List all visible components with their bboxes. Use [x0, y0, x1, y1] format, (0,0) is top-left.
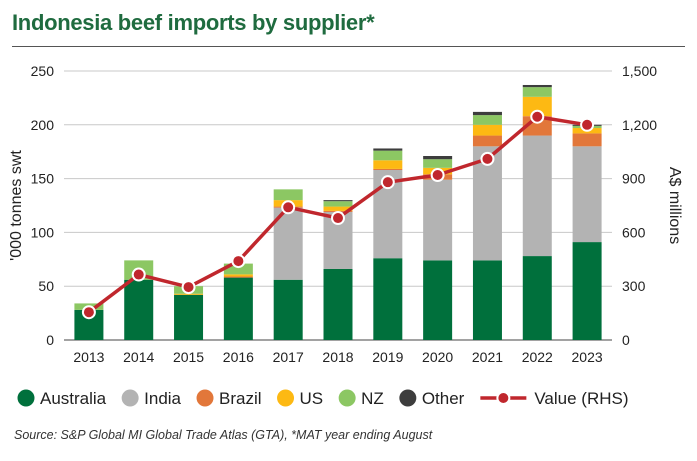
bar-segment-brazil: [572, 133, 602, 147]
y-left-tick-label: 200: [31, 117, 55, 133]
bar-segment-nz: [273, 189, 303, 201]
bar-segment-australia: [174, 294, 204, 340]
x-tick-label: 2019: [372, 349, 403, 365]
legend-swatch-other: [399, 389, 417, 407]
x-tick-label: 2016: [223, 349, 254, 365]
bar-segment-nz: [472, 115, 502, 125]
legend-label-value: Value (RHS): [534, 389, 628, 408]
bar-segment-brazil: [223, 276, 253, 278]
legend-marker-value: [496, 391, 511, 405]
legend-swatch-australia: [17, 389, 35, 407]
bar-segment-nz: [223, 263, 253, 275]
value-point: [580, 117, 595, 132]
value-point: [380, 175, 395, 190]
y-right-tick-label: 900: [622, 171, 646, 187]
y-left-axis-title: '000 tonnes swt: [8, 150, 25, 261]
legend-label-india: India: [144, 389, 181, 408]
bar-segment-other: [423, 156, 453, 160]
bar-segment-other: [472, 111, 502, 116]
x-tick-label: 2015: [173, 349, 204, 365]
bar-segment-india: [522, 135, 552, 257]
bar-segment-nz: [373, 150, 403, 161]
x-tick-label: 2021: [472, 349, 503, 365]
y-right-tick-label: 300: [622, 278, 646, 294]
value-point: [331, 211, 345, 226]
bar-segment-brazil: [373, 168, 403, 170]
y-left-tick-label: 150: [31, 171, 55, 187]
legend-swatch-us: [277, 389, 295, 407]
x-tick-label: 2022: [522, 349, 553, 365]
bar-segment-australia: [124, 279, 154, 340]
value-point: [530, 109, 545, 124]
bar-segment-australia: [273, 279, 303, 340]
value-point: [231, 254, 246, 269]
title-divider: [12, 46, 685, 47]
bar-segment-australia: [572, 242, 602, 340]
bar-segment-nz: [423, 159, 453, 168]
bar-segment-australia: [323, 268, 353, 340]
legend-label-nz: NZ: [361, 389, 384, 408]
value-point: [81, 305, 96, 320]
value-point: [281, 200, 296, 215]
y-right-tick-label: 1,200: [622, 117, 657, 133]
bar-segment-other: [373, 148, 403, 151]
bar-segment-us: [522, 96, 552, 117]
y-left-tick-label: 250: [31, 63, 55, 79]
bar-segment-us: [373, 160, 403, 169]
legend-swatch-india: [121, 389, 139, 407]
chart-title: Indonesia beef imports by supplier*: [12, 10, 375, 35]
bar-segment-us: [472, 124, 502, 136]
bar-segment-us: [323, 206, 353, 211]
x-tick-label: 2017: [273, 349, 304, 365]
bar-segment-india: [572, 146, 602, 243]
y-right-axis-title: A$ millions: [666, 167, 683, 244]
x-tick-label: 2023: [572, 349, 603, 365]
bar-segment-us: [223, 274, 253, 277]
y-right-tick-label: 0: [622, 332, 630, 348]
x-tick-label: 2013: [73, 349, 104, 365]
bar-segment-nz: [323, 201, 353, 207]
x-tick-label: 2018: [322, 349, 353, 365]
value-point: [131, 267, 146, 282]
legend-label-australia: Australia: [40, 389, 107, 408]
bar-segment-australia: [223, 277, 253, 340]
y-right-tick-label: 600: [622, 224, 646, 240]
x-tick-label: 2014: [123, 349, 154, 365]
value-point: [480, 151, 495, 166]
bar-segment-australia: [472, 260, 502, 340]
y-left-tick-label: 50: [38, 278, 54, 294]
legend-swatch-brazil: [196, 389, 214, 407]
bar-segment-us: [174, 293, 204, 295]
bar-segment-brazil: [472, 135, 502, 147]
bar-segment-australia: [522, 256, 552, 340]
legend-label-other: Other: [422, 389, 465, 408]
bar-segment-other: [522, 84, 552, 88]
bar-segment-australia: [423, 260, 453, 340]
bar-segment-other: [323, 200, 353, 202]
y-right-tick-label: 1,500: [622, 63, 657, 79]
y-left-tick-label: 100: [31, 224, 55, 240]
source-note: Source: S&P Global MI Global Trade Atlas…: [14, 428, 433, 442]
bar-segment-australia: [373, 258, 403, 340]
value-point: [430, 168, 445, 183]
legend-swatch-nz: [338, 389, 356, 407]
legend-label-us: US: [300, 389, 324, 408]
legend-label-brazil: Brazil: [219, 389, 262, 408]
bar-segment-india: [423, 179, 453, 261]
y-left-tick-label: 0: [46, 332, 54, 348]
bar-segment-nz: [522, 87, 552, 97]
value-point: [181, 280, 196, 295]
x-tick-label: 2020: [422, 349, 453, 365]
